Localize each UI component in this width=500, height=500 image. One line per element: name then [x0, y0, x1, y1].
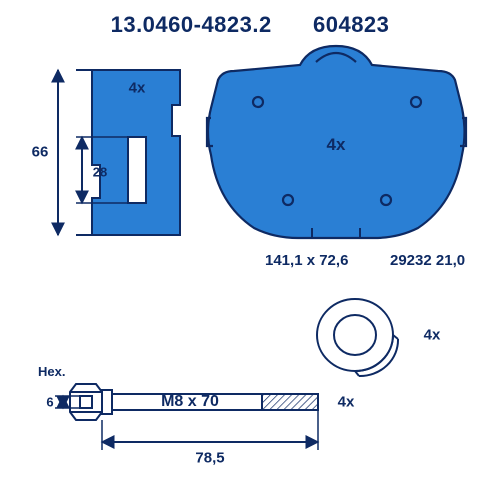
bolt-thread: M8 x 70 [161, 393, 219, 411]
backing-plate-width: 66 [32, 144, 49, 161]
diagram-svg [0, 0, 500, 500]
pad-qty: 4x [327, 135, 346, 155]
backing-plate-qty: 4x [129, 80, 146, 97]
bolt-length: 78,5 [195, 450, 224, 467]
pad-stamp: 29232 21,0 [390, 252, 465, 269]
washer-group [317, 299, 398, 376]
pad-dims: 141,1 x 72,6 [265, 252, 348, 269]
washer-qty: 4x [424, 327, 441, 344]
bolt-hex-label: Hex. [38, 364, 65, 379]
bolt-qty: 4x [338, 394, 355, 411]
backing-plate-slot: 28 [93, 165, 107, 180]
bolt-hex-size: 6 [46, 395, 53, 410]
